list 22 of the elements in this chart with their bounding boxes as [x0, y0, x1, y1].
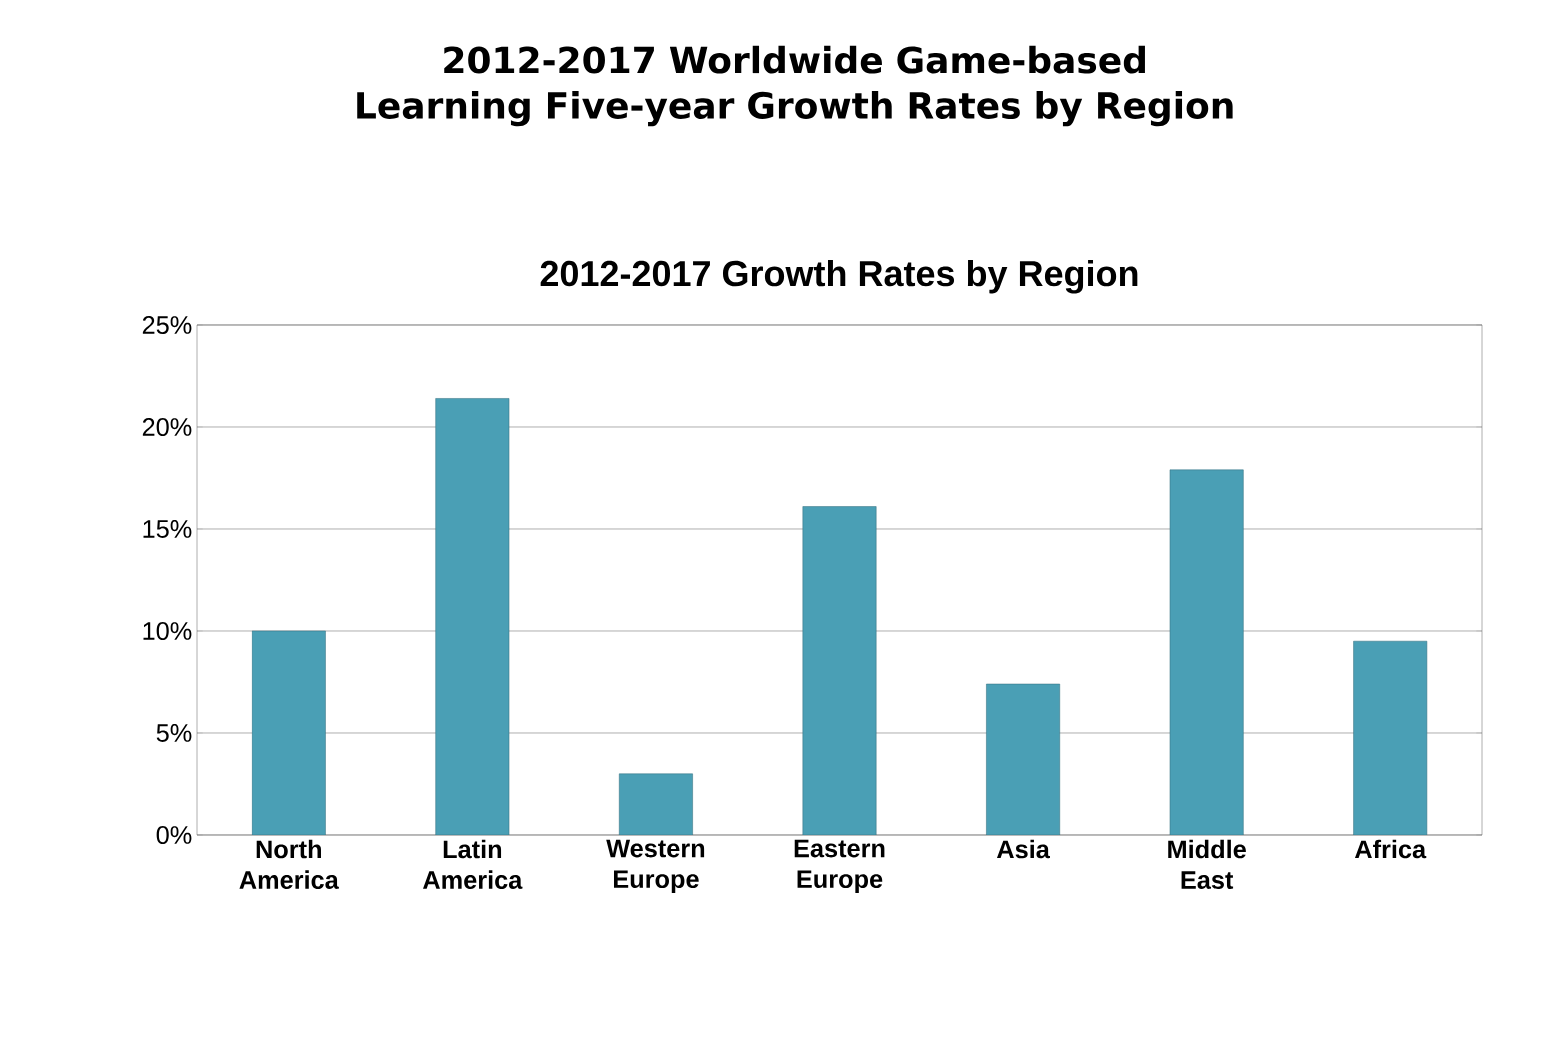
y-tick-label: 0%: [156, 826, 192, 844]
y-tick-label: 5%: [156, 724, 192, 742]
y-tick-label: 20%: [142, 418, 192, 436]
x-tick-label: Africa: [1354, 839, 1427, 859]
chart-subtitle: 2012-2017 Growth Rates by Region: [540, 259, 1138, 294]
y-tick-label: 25%: [142, 316, 192, 334]
x-tick-label: Asia: [996, 839, 1050, 859]
y-tick-label: 10%: [143, 622, 192, 640]
x-tick-label: Middle East: [1168, 839, 1246, 889]
x-tick-label: Western Europe: [606, 839, 705, 894]
x-tick-label: Latin America: [423, 839, 523, 889]
chart-title: 2012-2017 Worldwide Game-based Learning Five-year Growth Rates by Region: [357, 45, 1233, 127]
x-tick-label: North America: [239, 839, 339, 889]
x-tick-label: Eastern Europe: [794, 839, 885, 894]
bar: [986, 683, 1061, 835]
y-tick-label: 15%: [143, 520, 192, 538]
bar: [435, 398, 510, 835]
bar: [1353, 640, 1428, 835]
bar: [802, 506, 877, 835]
bar: [1169, 469, 1244, 835]
bar: [619, 773, 693, 835]
bar: [251, 630, 326, 835]
